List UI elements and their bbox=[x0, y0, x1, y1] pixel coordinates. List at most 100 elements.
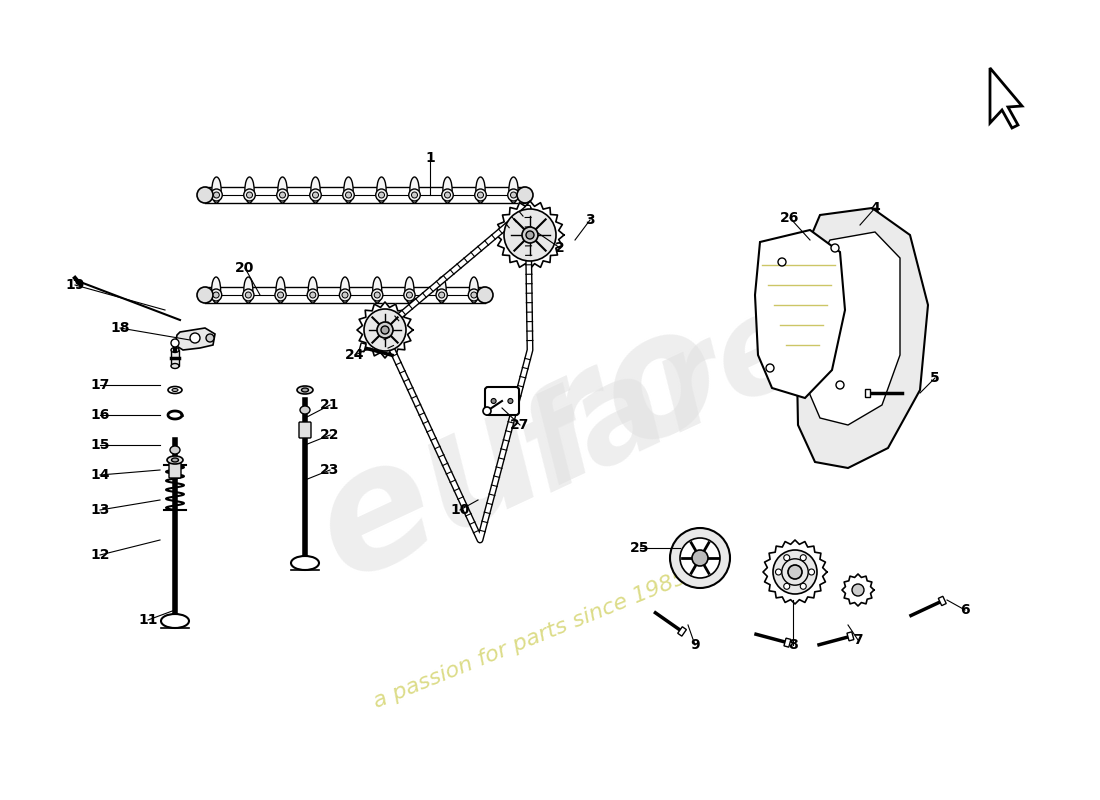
Circle shape bbox=[310, 292, 316, 298]
Ellipse shape bbox=[307, 289, 318, 301]
Polygon shape bbox=[359, 343, 366, 352]
Text: 18: 18 bbox=[110, 321, 130, 335]
Ellipse shape bbox=[210, 289, 222, 301]
Circle shape bbox=[477, 192, 484, 198]
Circle shape bbox=[277, 292, 284, 298]
Ellipse shape bbox=[410, 177, 419, 203]
Circle shape bbox=[788, 565, 802, 579]
Circle shape bbox=[197, 287, 213, 303]
Text: 16: 16 bbox=[90, 408, 110, 422]
Circle shape bbox=[377, 322, 393, 338]
Circle shape bbox=[783, 554, 790, 561]
Polygon shape bbox=[496, 201, 564, 269]
Circle shape bbox=[374, 292, 381, 298]
Text: 12: 12 bbox=[90, 548, 110, 562]
Circle shape bbox=[692, 550, 708, 566]
Circle shape bbox=[766, 364, 774, 372]
Circle shape bbox=[342, 292, 348, 298]
Text: a passion for parts since 1985: a passion for parts since 1985 bbox=[371, 568, 690, 712]
Text: fares: fares bbox=[502, 242, 899, 518]
Circle shape bbox=[830, 244, 839, 252]
Text: 8: 8 bbox=[788, 638, 798, 652]
Circle shape bbox=[471, 292, 477, 298]
Circle shape bbox=[801, 554, 806, 561]
Circle shape bbox=[680, 538, 720, 578]
Ellipse shape bbox=[275, 289, 286, 301]
Text: 24: 24 bbox=[345, 348, 365, 362]
FancyBboxPatch shape bbox=[485, 387, 519, 415]
Circle shape bbox=[406, 292, 412, 298]
Circle shape bbox=[852, 584, 864, 596]
Text: 17: 17 bbox=[90, 378, 110, 392]
Text: 15: 15 bbox=[90, 438, 110, 452]
Circle shape bbox=[345, 192, 352, 198]
Ellipse shape bbox=[442, 189, 453, 201]
Circle shape bbox=[245, 292, 251, 298]
Text: euro: euro bbox=[292, 286, 748, 614]
Text: 11: 11 bbox=[139, 613, 157, 627]
Ellipse shape bbox=[167, 456, 183, 464]
Circle shape bbox=[364, 309, 406, 351]
Ellipse shape bbox=[276, 277, 285, 303]
Circle shape bbox=[381, 326, 389, 334]
Ellipse shape bbox=[436, 289, 448, 301]
Text: 5: 5 bbox=[931, 371, 939, 385]
Circle shape bbox=[170, 339, 179, 347]
Ellipse shape bbox=[211, 277, 221, 303]
Text: 2: 2 bbox=[556, 241, 565, 255]
Ellipse shape bbox=[409, 189, 420, 201]
Circle shape bbox=[522, 227, 538, 243]
Circle shape bbox=[444, 192, 451, 198]
Circle shape bbox=[504, 209, 556, 261]
Text: 25: 25 bbox=[630, 541, 650, 555]
Circle shape bbox=[773, 550, 817, 594]
Circle shape bbox=[190, 333, 200, 343]
Ellipse shape bbox=[404, 289, 415, 301]
Ellipse shape bbox=[243, 289, 254, 301]
Ellipse shape bbox=[470, 277, 478, 303]
Ellipse shape bbox=[476, 177, 485, 203]
Circle shape bbox=[246, 192, 253, 198]
Circle shape bbox=[776, 569, 781, 575]
Polygon shape bbox=[175, 328, 214, 350]
Ellipse shape bbox=[300, 406, 310, 414]
Ellipse shape bbox=[373, 277, 382, 303]
FancyBboxPatch shape bbox=[170, 350, 179, 366]
Polygon shape bbox=[358, 302, 412, 358]
Polygon shape bbox=[847, 632, 854, 641]
Ellipse shape bbox=[278, 177, 287, 203]
Ellipse shape bbox=[170, 347, 179, 353]
Ellipse shape bbox=[437, 277, 447, 303]
Circle shape bbox=[510, 192, 517, 198]
Text: 13: 13 bbox=[90, 503, 110, 517]
Circle shape bbox=[526, 231, 534, 239]
Ellipse shape bbox=[170, 446, 180, 454]
Circle shape bbox=[836, 381, 844, 389]
Text: 10: 10 bbox=[450, 503, 470, 517]
Ellipse shape bbox=[311, 177, 320, 203]
Ellipse shape bbox=[469, 289, 480, 301]
Ellipse shape bbox=[376, 189, 387, 201]
Circle shape bbox=[808, 569, 814, 575]
Polygon shape bbox=[865, 389, 870, 397]
Circle shape bbox=[312, 192, 319, 198]
Ellipse shape bbox=[509, 177, 518, 203]
Polygon shape bbox=[938, 596, 946, 606]
Ellipse shape bbox=[377, 177, 386, 203]
Circle shape bbox=[778, 258, 786, 266]
Ellipse shape bbox=[443, 177, 452, 203]
Circle shape bbox=[801, 583, 806, 590]
Text: 27: 27 bbox=[510, 418, 530, 432]
FancyBboxPatch shape bbox=[169, 462, 182, 478]
Text: 7: 7 bbox=[854, 633, 862, 647]
Circle shape bbox=[213, 192, 220, 198]
Ellipse shape bbox=[341, 277, 350, 303]
Ellipse shape bbox=[172, 458, 178, 462]
Ellipse shape bbox=[308, 277, 317, 303]
Text: 3: 3 bbox=[585, 213, 595, 227]
Ellipse shape bbox=[277, 189, 288, 201]
Text: 19: 19 bbox=[65, 278, 85, 292]
Circle shape bbox=[206, 334, 214, 342]
Ellipse shape bbox=[170, 363, 179, 369]
Ellipse shape bbox=[244, 277, 253, 303]
